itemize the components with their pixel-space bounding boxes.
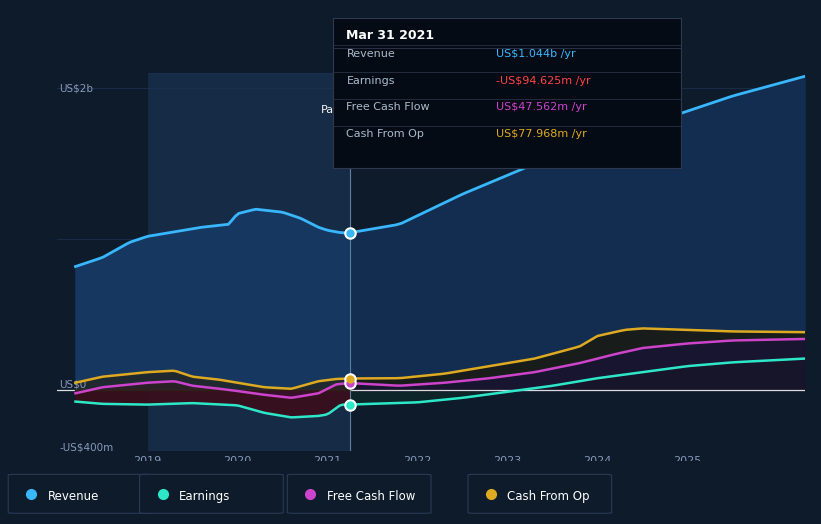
Text: US$47.562m /yr: US$47.562m /yr [497,102,587,113]
Text: -US$400m: -US$400m [59,443,113,453]
Text: Revenue: Revenue [48,490,99,503]
Text: Free Cash Flow: Free Cash Flow [346,102,430,113]
FancyBboxPatch shape [468,474,612,514]
Text: US$2b: US$2b [59,83,94,93]
Text: Revenue: Revenue [346,49,395,59]
Text: Free Cash Flow: Free Cash Flow [327,490,415,503]
Text: Cash From Op: Cash From Op [507,490,589,503]
Text: Cash From Op: Cash From Op [346,129,424,139]
Text: Mar 31 2021: Mar 31 2021 [346,29,434,42]
Bar [57,73,148,451]
Text: Analysts Forecasts: Analysts Forecasts [355,105,459,115]
Text: Past: Past [321,105,345,115]
Text: -US$94.625m /yr: -US$94.625m /yr [497,75,591,85]
Text: US$77.968m /yr: US$77.968m /yr [497,129,587,139]
Bar [148,73,350,451]
Text: US$0: US$0 [59,379,86,389]
Text: Earnings: Earnings [346,75,395,85]
Text: Earnings: Earnings [179,490,231,503]
FancyBboxPatch shape [140,474,283,514]
FancyBboxPatch shape [287,474,431,514]
Text: US$1.044b /yr: US$1.044b /yr [497,49,576,59]
FancyBboxPatch shape [8,474,152,514]
